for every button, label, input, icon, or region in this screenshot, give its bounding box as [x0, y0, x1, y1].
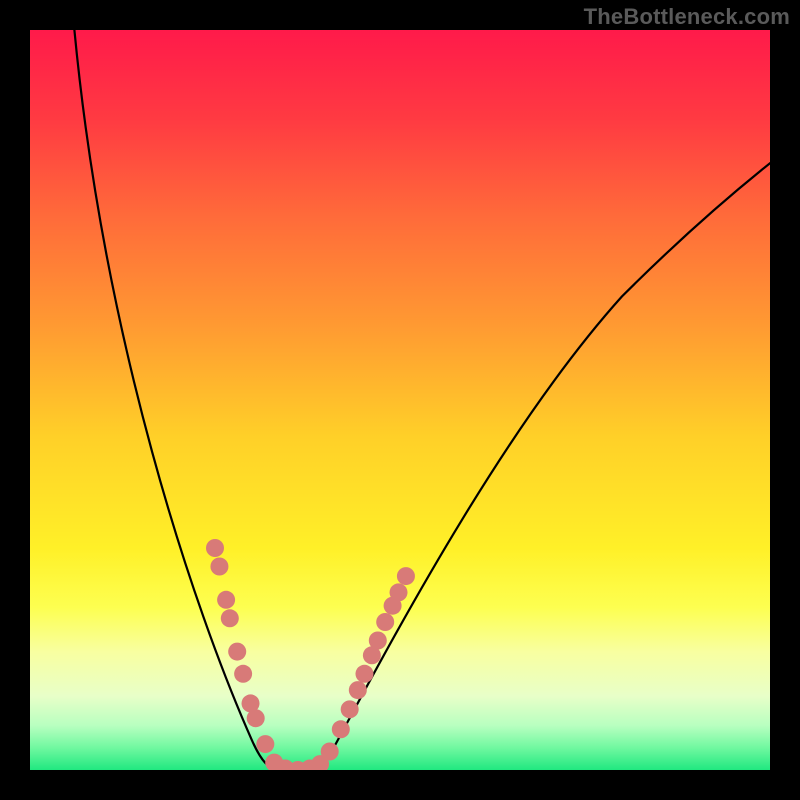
plot-area [30, 30, 770, 770]
data-marker [210, 558, 228, 576]
data-marker [376, 613, 394, 631]
data-marker [341, 700, 359, 718]
data-marker [321, 743, 339, 761]
bottleneck-curve [74, 30, 770, 770]
data-marker [332, 720, 350, 738]
data-marker [247, 709, 265, 727]
data-marker [397, 567, 415, 585]
watermark-text: TheBottleneck.com [584, 4, 790, 30]
chart-frame: TheBottleneck.com [0, 0, 800, 800]
data-marker [369, 632, 387, 650]
data-marker [217, 591, 235, 609]
data-marker [206, 539, 224, 557]
data-marker [355, 665, 373, 683]
data-marker [234, 665, 252, 683]
curve-layer [30, 30, 770, 770]
data-marker [228, 643, 246, 661]
data-marker [390, 583, 408, 601]
data-marker [221, 609, 239, 627]
data-marker [349, 681, 367, 699]
data-marker [256, 735, 274, 753]
